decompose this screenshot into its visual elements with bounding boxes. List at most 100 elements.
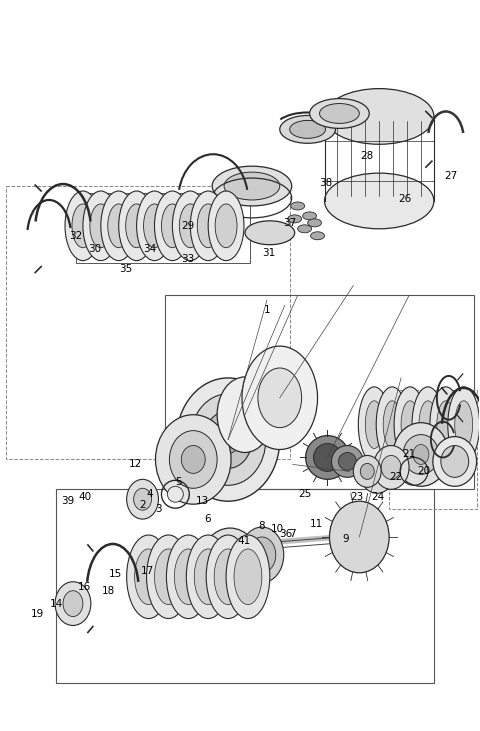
Text: 25: 25 xyxy=(298,489,311,499)
Text: 21: 21 xyxy=(402,450,416,460)
Ellipse shape xyxy=(137,191,172,261)
Ellipse shape xyxy=(169,431,217,488)
Text: 13: 13 xyxy=(195,496,209,506)
Ellipse shape xyxy=(156,414,231,504)
Text: 18: 18 xyxy=(102,586,115,596)
Bar xyxy=(6,186,290,460)
Ellipse shape xyxy=(430,387,462,463)
Ellipse shape xyxy=(376,387,408,463)
Ellipse shape xyxy=(308,219,322,227)
Text: 14: 14 xyxy=(49,599,63,609)
Ellipse shape xyxy=(248,537,276,573)
Ellipse shape xyxy=(338,452,356,470)
Ellipse shape xyxy=(215,204,237,248)
Ellipse shape xyxy=(412,387,444,463)
Ellipse shape xyxy=(200,528,260,599)
Text: 38: 38 xyxy=(319,178,332,188)
Ellipse shape xyxy=(311,232,324,240)
Text: 29: 29 xyxy=(181,221,195,231)
Ellipse shape xyxy=(298,225,312,232)
Ellipse shape xyxy=(204,411,252,469)
Text: 10: 10 xyxy=(271,524,284,534)
Bar xyxy=(166,295,474,489)
Ellipse shape xyxy=(302,212,316,220)
Ellipse shape xyxy=(358,387,390,463)
Ellipse shape xyxy=(161,204,183,248)
Text: 20: 20 xyxy=(418,466,431,477)
Ellipse shape xyxy=(176,378,280,501)
Text: 11: 11 xyxy=(310,519,323,529)
Ellipse shape xyxy=(212,166,292,206)
Ellipse shape xyxy=(448,387,480,463)
Ellipse shape xyxy=(155,549,182,605)
Ellipse shape xyxy=(258,368,301,428)
Ellipse shape xyxy=(291,202,305,210)
Text: 26: 26 xyxy=(398,194,412,204)
Ellipse shape xyxy=(353,455,381,488)
Text: 9: 9 xyxy=(342,534,348,544)
Text: 28: 28 xyxy=(360,151,374,162)
Ellipse shape xyxy=(360,450,395,493)
Ellipse shape xyxy=(234,549,262,605)
Ellipse shape xyxy=(441,445,468,477)
Text: 32: 32 xyxy=(69,231,83,240)
Ellipse shape xyxy=(127,535,170,618)
Ellipse shape xyxy=(332,445,363,477)
Ellipse shape xyxy=(290,121,325,138)
Text: 31: 31 xyxy=(262,248,276,257)
Ellipse shape xyxy=(101,191,137,261)
Text: 7: 7 xyxy=(289,529,296,539)
Ellipse shape xyxy=(72,204,94,248)
Ellipse shape xyxy=(381,455,401,480)
Ellipse shape xyxy=(63,591,83,616)
Ellipse shape xyxy=(210,540,250,588)
Ellipse shape xyxy=(433,436,477,486)
Ellipse shape xyxy=(216,425,240,453)
Text: 35: 35 xyxy=(119,264,132,273)
Ellipse shape xyxy=(365,401,383,449)
Text: 27: 27 xyxy=(444,171,457,181)
Ellipse shape xyxy=(172,191,208,261)
Ellipse shape xyxy=(242,346,318,450)
Ellipse shape xyxy=(217,377,273,452)
Text: 2: 2 xyxy=(139,500,146,510)
Ellipse shape xyxy=(108,204,130,248)
Ellipse shape xyxy=(329,501,389,573)
Ellipse shape xyxy=(240,527,284,583)
Ellipse shape xyxy=(313,444,341,471)
Ellipse shape xyxy=(190,191,226,261)
Ellipse shape xyxy=(155,191,190,261)
Text: 17: 17 xyxy=(141,566,154,576)
Ellipse shape xyxy=(65,191,101,261)
Text: 41: 41 xyxy=(237,536,251,546)
Text: 15: 15 xyxy=(109,569,122,579)
Ellipse shape xyxy=(83,191,119,261)
Text: 40: 40 xyxy=(78,492,92,502)
Ellipse shape xyxy=(437,401,455,449)
Text: 6: 6 xyxy=(204,514,211,524)
Bar xyxy=(56,489,434,683)
Ellipse shape xyxy=(288,215,301,223)
Ellipse shape xyxy=(393,423,449,486)
Ellipse shape xyxy=(119,191,155,261)
Text: 1: 1 xyxy=(264,306,270,315)
Ellipse shape xyxy=(224,172,280,200)
Ellipse shape xyxy=(186,535,230,618)
Text: 23: 23 xyxy=(351,492,364,502)
Ellipse shape xyxy=(144,204,166,248)
Bar xyxy=(389,390,477,510)
Ellipse shape xyxy=(167,535,210,618)
Text: 8: 8 xyxy=(259,521,265,531)
Text: 19: 19 xyxy=(31,608,44,618)
Ellipse shape xyxy=(383,401,401,449)
Ellipse shape xyxy=(280,115,336,143)
Ellipse shape xyxy=(208,191,244,261)
Text: 33: 33 xyxy=(180,254,194,264)
Ellipse shape xyxy=(413,444,429,464)
Text: 39: 39 xyxy=(61,496,74,506)
Ellipse shape xyxy=(146,535,190,618)
Text: 34: 34 xyxy=(143,243,156,254)
Ellipse shape xyxy=(190,394,266,485)
Ellipse shape xyxy=(245,221,295,245)
Ellipse shape xyxy=(90,204,112,248)
